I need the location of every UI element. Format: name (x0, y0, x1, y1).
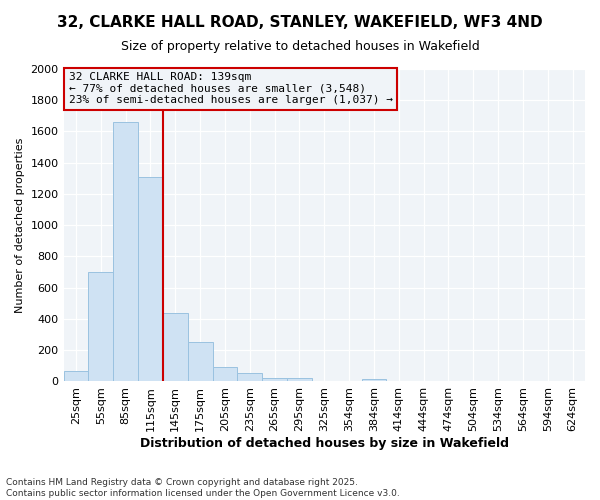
Bar (362, 379, 386, 382)
X-axis label: Distribution of detached houses by size in Wakefield: Distribution of detached houses by size … (140, 437, 509, 450)
Bar (113, 122, 138, 382)
Bar (287, 378, 312, 382)
Bar (88, 272, 113, 382)
Text: 32, CLARKE HALL ROAD, STANLEY, WAKEFIELD, WF3 4ND: 32, CLARKE HALL ROAD, STANLEY, WAKEFIELD… (57, 15, 543, 30)
Bar (188, 342, 212, 382)
Text: 32 CLARKE HALL ROAD: 139sqm
← 77% of detached houses are smaller (3,548)
23% of : 32 CLARKE HALL ROAD: 139sqm ← 77% of det… (69, 72, 393, 106)
Bar (163, 312, 188, 382)
Text: Contains HM Land Registry data © Crown copyright and database right 2025.
Contai: Contains HM Land Registry data © Crown c… (6, 478, 400, 498)
Bar (212, 368, 238, 382)
Y-axis label: Number of detached properties: Number of detached properties (15, 138, 25, 313)
Bar (262, 378, 287, 382)
Bar (64, 370, 88, 382)
Bar (238, 373, 262, 382)
Text: Size of property relative to detached houses in Wakefield: Size of property relative to detached ho… (121, 40, 479, 53)
Bar (138, 177, 163, 382)
